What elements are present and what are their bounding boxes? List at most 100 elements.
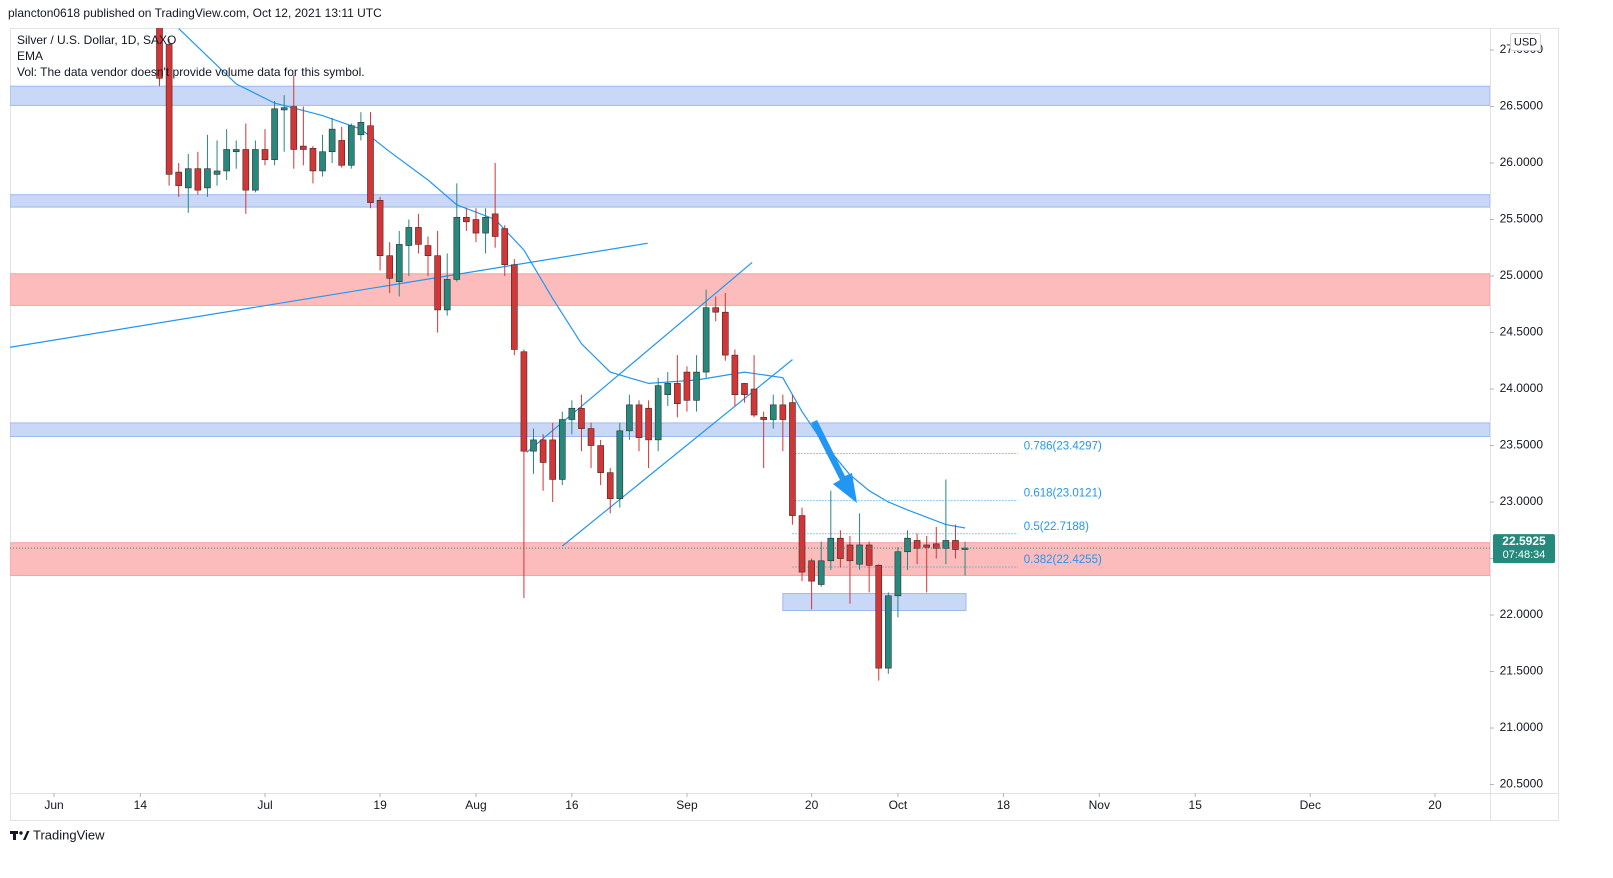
x-tick-label: 19 <box>373 798 387 812</box>
brand-name: TradingView <box>33 827 105 842</box>
candle-body <box>654 385 662 441</box>
candle-body <box>491 213 499 237</box>
plot-area <box>10 28 1490 681</box>
fib-label: 0.5(22.7188) <box>1024 521 1089 533</box>
candle-body <box>424 245 432 256</box>
x-tick-label: Nov <box>1089 798 1110 812</box>
candle-body <box>894 551 902 597</box>
candle-body <box>463 216 470 223</box>
candle-body <box>472 219 480 234</box>
candle-body <box>568 407 576 420</box>
zone <box>10 85 1490 106</box>
candle-body <box>453 216 461 280</box>
candle-body <box>683 371 691 401</box>
candle-body <box>808 560 815 582</box>
candle-body <box>204 168 211 189</box>
candle-body <box>501 228 509 266</box>
x-tick-label: 18 <box>997 798 1011 812</box>
x-tick-label: Oct <box>889 798 908 812</box>
candle-body <box>664 383 672 395</box>
candle-body <box>865 544 873 566</box>
candle-body <box>952 540 959 550</box>
candle-body <box>415 227 422 245</box>
candle-body <box>578 407 585 429</box>
candle-body <box>741 383 748 395</box>
x-tick-label: Sep <box>676 798 698 812</box>
candle-body <box>885 595 892 669</box>
trend-line <box>10 242 648 348</box>
header: plancton0618 published on TradingView.co… <box>8 6 382 20</box>
candle-body <box>261 149 269 160</box>
candle-body <box>309 148 317 172</box>
candle-body <box>558 419 566 480</box>
candle-body <box>760 416 767 420</box>
zone <box>10 194 1490 208</box>
candle-body <box>213 170 221 175</box>
last-price-box <box>1493 534 1555 564</box>
x-tick-label: 15 <box>1189 798 1203 812</box>
x-tick-label: 14 <box>134 798 148 812</box>
candle-body <box>750 388 758 416</box>
candle-body <box>405 227 413 246</box>
candle-body <box>242 149 250 191</box>
candle-body <box>837 537 844 559</box>
candle-body <box>942 540 950 549</box>
indicator-legend: EMA <box>17 49 43 63</box>
candle-body <box>913 540 921 549</box>
fib-label: 0.618(23.0121) <box>1024 488 1102 500</box>
candle-body <box>693 371 700 401</box>
candle-body <box>290 106 298 150</box>
candle-body <box>232 149 240 153</box>
candle-body <box>616 430 624 499</box>
overlay: 0.786(23.4297) 0.618(23.0121) 0.5(22.7188)… <box>811 420 1102 566</box>
candle-body <box>702 307 710 373</box>
candle-body <box>348 125 355 166</box>
x-tick-label: 20 <box>805 798 819 812</box>
y-tick-label: 23.5000 <box>1500 438 1544 452</box>
last-price-label: 22.5925 <box>1502 534 1546 548</box>
y-tick-label: 25.0000 <box>1500 268 1544 282</box>
candle-body <box>923 544 930 548</box>
fib-label: 0.786(23.4297) <box>1024 441 1102 453</box>
candle-body <box>779 404 787 420</box>
fib-label: 0.382(22.4255) <box>1024 554 1102 566</box>
x-tick-label: 16 <box>565 798 579 812</box>
candle-body <box>606 472 614 499</box>
candle-body <box>434 255 441 311</box>
candle-body <box>635 404 643 438</box>
candle-body <box>539 439 547 463</box>
candle-body <box>875 565 883 669</box>
x-tick-label: 20 <box>1428 798 1442 812</box>
candle-body <box>789 402 796 516</box>
candle-body <box>817 560 825 585</box>
volume-note: Vol: The data vendor doesn't provide vol… <box>17 65 365 79</box>
candle-body <box>319 151 326 172</box>
currency-label: USD <box>1514 36 1537 48</box>
candle-body <box>846 544 854 562</box>
candle-body <box>769 404 777 420</box>
candle-body <box>530 439 537 452</box>
candle-body <box>932 543 940 549</box>
candle-body <box>271 108 278 160</box>
candle-body <box>300 145 307 150</box>
candle-body <box>184 168 192 189</box>
x-tick-label: Jun <box>44 798 63 812</box>
candle-body <box>549 439 556 480</box>
zone <box>10 422 1490 437</box>
x-tick-label: Aug <box>465 798 486 812</box>
zone <box>10 273 1490 306</box>
candle-body <box>511 264 518 350</box>
candle-body <box>626 404 633 432</box>
candle-body <box>376 200 384 256</box>
candle-body <box>904 537 911 553</box>
candle-body <box>386 255 393 279</box>
candle-body <box>338 140 346 166</box>
candle-body <box>587 428 595 446</box>
candle-body <box>482 216 489 234</box>
candle-body <box>443 279 451 311</box>
y-tick-label: 22.0000 <box>1500 607 1544 621</box>
candle-body <box>798 515 806 573</box>
candle-body <box>328 128 336 153</box>
